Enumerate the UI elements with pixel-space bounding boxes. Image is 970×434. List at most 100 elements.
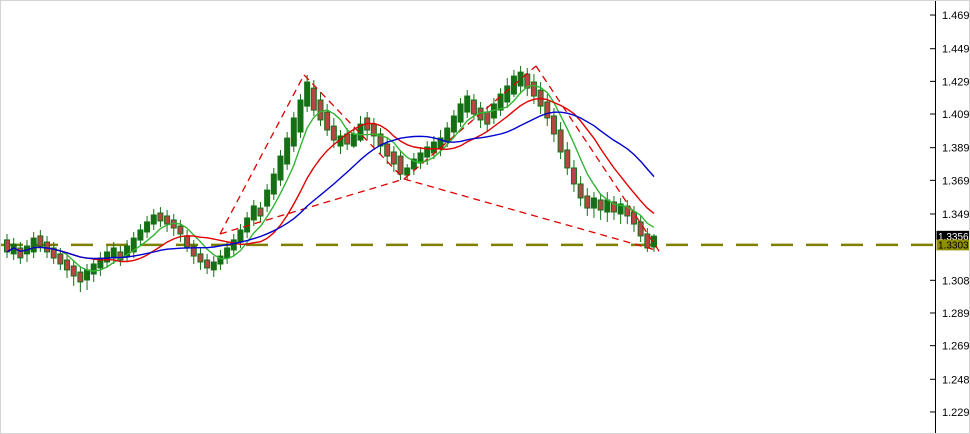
bull-candle-body — [137, 229, 144, 241]
bear-candle-body — [17, 247, 24, 259]
bull-candle-body — [270, 173, 277, 195]
price-axis-label: 1.40970 — [942, 109, 970, 121]
bear-candle-body — [557, 129, 564, 153]
bull-candle-body — [230, 239, 237, 251]
price-axis-label: 1.22910 — [942, 407, 970, 419]
bull-candle-body — [144, 221, 151, 233]
dashed-trendline[interactable] — [403, 65, 537, 180]
bear-candle-body — [330, 125, 337, 141]
bull-candle-body — [124, 245, 131, 257]
bull-candle-body — [104, 251, 111, 263]
bull-candle-body — [444, 127, 451, 143]
bull-candle-body — [464, 95, 471, 113]
ma-medium-line — [6, 97, 655, 263]
hline-price-marker-value: 1.33038 — [938, 241, 970, 252]
price-scale[interactable]: 1.46970 1.44930 1.42950 1.40970 1.38930 1.369… — [930, 1, 970, 434]
dashed-trendline[interactable] — [303, 74, 405, 180]
hline-price-marker-box — [936, 239, 969, 251]
ma-fast-line — [6, 84, 655, 272]
bear-candle-body — [384, 143, 391, 157]
bull-candle-body — [304, 81, 311, 107]
moving-average-lines — [6, 84, 655, 272]
price-axis-label: 1.44930 — [942, 44, 970, 56]
bear-candle-body — [484, 111, 491, 125]
bull-candle-body — [424, 146, 431, 158]
bear-candle-body — [310, 87, 317, 111]
bull-candle-body — [604, 199, 611, 213]
bear-candle-body — [77, 271, 84, 283]
bull-candle-body — [210, 261, 217, 271]
bull-candle-body — [277, 155, 284, 181]
bear-candle-body — [377, 133, 384, 147]
dashed-trendline[interactable] — [403, 178, 660, 252]
bear-candle-body — [190, 245, 197, 257]
bear-candle-body — [324, 111, 331, 131]
bear-candle-body — [550, 115, 557, 135]
hline-price-marker: 1.33038 — [936, 239, 970, 252]
bull-candle-body — [284, 137, 291, 165]
bull-candle-body — [404, 167, 411, 176]
last-price-marker-box — [936, 230, 969, 242]
bear-candle-body — [470, 99, 477, 115]
dashed-trendline[interactable] — [535, 65, 660, 252]
bear-candle-body — [597, 199, 604, 211]
last-price-marker-value: 1.33568 — [938, 232, 970, 243]
dashed-trendline[interactable] — [219, 178, 405, 235]
bear-candle-body — [204, 259, 211, 269]
bull-candle-body — [110, 247, 117, 259]
bull-candle-body — [30, 237, 37, 253]
bull-candle-body — [84, 269, 91, 281]
bull-candle-body — [297, 99, 304, 133]
bear-candle-body — [177, 225, 184, 235]
bear-candle-body — [70, 265, 77, 277]
price-axis-label: 1.24890 — [942, 374, 970, 386]
bull-candle-body — [504, 85, 511, 103]
bear-candle-body — [630, 211, 637, 225]
bear-candle-body — [197, 253, 204, 263]
price-axis-label: 1.30890 — [942, 275, 970, 287]
bear-candle-body — [257, 207, 264, 217]
bull-candle-body — [150, 214, 157, 225]
bear-candle-body — [57, 253, 64, 265]
price-axis-label: 1.28910 — [942, 308, 970, 320]
bear-candle-body — [164, 215, 171, 225]
bear-candle-body — [390, 151, 397, 165]
bull-candle-body — [224, 247, 231, 259]
bull-candle-body — [237, 229, 244, 243]
bear-candle-body — [37, 235, 44, 247]
price-axis-label: 1.38930 — [942, 143, 970, 155]
bull-candle-body — [217, 255, 224, 265]
bear-candle-body — [157, 212, 164, 222]
price-axis-label: 1.46970 — [942, 10, 970, 22]
bear-candle-body — [564, 149, 571, 169]
trendline-objects[interactable] — [219, 65, 660, 252]
bear-candle-body — [584, 195, 591, 209]
bear-candle-body — [184, 235, 191, 248]
bull-candle-body — [450, 115, 457, 133]
bull-candle-body — [590, 197, 597, 209]
price-axis-label: 1.42950 — [942, 76, 970, 88]
bear-candle-body — [530, 81, 537, 97]
bear-candle-body — [397, 155, 404, 175]
bear-candle-body — [117, 251, 124, 261]
bear-candle-body — [610, 201, 617, 213]
bull-candle-body — [264, 189, 271, 207]
bull-candle-body — [497, 93, 504, 111]
bull-candle-body — [617, 203, 624, 215]
bull-candle-body — [357, 123, 364, 141]
bull-candle-body — [410, 158, 417, 170]
bear-candle-body — [637, 221, 644, 237]
price-axis-label: 1.34910 — [942, 209, 970, 221]
dashed-trendline[interactable] — [219, 74, 305, 235]
bear-candle-body — [50, 247, 57, 259]
bear-candle-body — [4, 239, 10, 253]
price-axis-label: 1.26930 — [942, 341, 970, 353]
bull-candle-body — [290, 117, 297, 147]
ma-slow-line — [6, 111, 655, 260]
price-axis-label: 1.36950 — [942, 175, 970, 187]
bull-candle-body — [250, 205, 257, 221]
bear-candle-body — [570, 167, 577, 185]
bull-candle-body — [130, 237, 137, 253]
